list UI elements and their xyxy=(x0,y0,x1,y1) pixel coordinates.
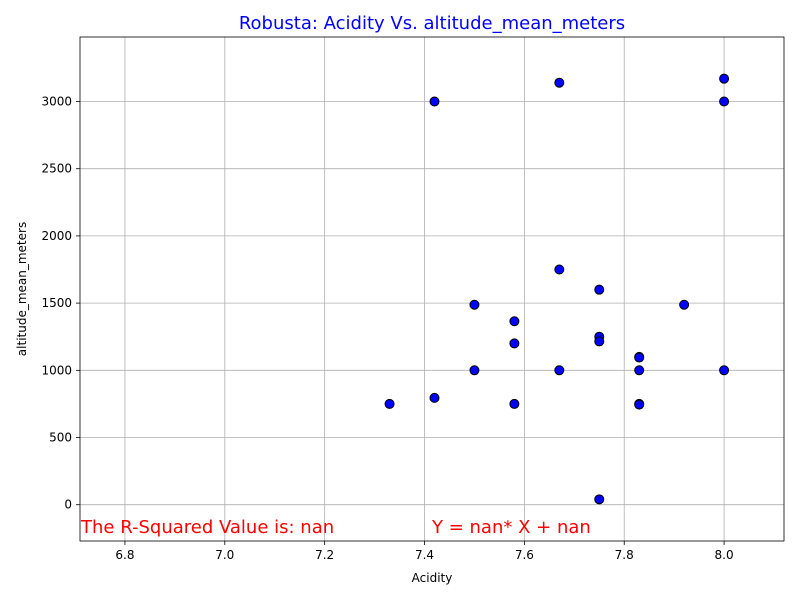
r-squared-annotation: The R-Squared Value is: nan xyxy=(80,517,334,538)
data-point xyxy=(594,494,605,505)
data-point xyxy=(679,299,690,310)
data-point xyxy=(719,73,730,84)
chart-title: Robusta: Acidity Vs. altitude_mean_meter… xyxy=(239,13,625,34)
y-tick-label: 500 xyxy=(49,431,72,445)
data-point xyxy=(509,398,520,409)
data-point xyxy=(554,264,565,275)
y-tick-label: 2000 xyxy=(41,229,72,243)
x-tick-label: 7.0 xyxy=(215,548,234,562)
data-point xyxy=(594,284,605,295)
plot-frame xyxy=(79,36,785,542)
y-tick-label: 1500 xyxy=(41,296,72,310)
data-point xyxy=(554,365,565,376)
y-tick-label: 3000 xyxy=(41,95,72,109)
data-point xyxy=(429,392,440,403)
x-axis-label: Acidity xyxy=(412,571,453,585)
x-tick-label: 8.0 xyxy=(715,548,734,562)
data-point xyxy=(469,299,480,310)
data-point xyxy=(634,399,645,410)
x-tick-label: 7.8 xyxy=(615,548,634,562)
data-point xyxy=(719,96,730,107)
y-axis-label: altitude_mean_meters xyxy=(15,222,29,356)
data-point xyxy=(634,365,645,376)
regression-equation-annotation: Y = nan* X + nan xyxy=(431,517,591,538)
x-tick-label: 7.6 xyxy=(515,548,534,562)
axis-ticks: 6.8 7.0 7.2 7.4 7.6 7.8 8.0 0 500 1000 1500 2000 250… xyxy=(41,95,733,562)
y-tick-label: 2500 xyxy=(41,162,72,176)
data-point xyxy=(634,352,645,363)
data-point xyxy=(509,316,520,327)
y-tick-label: 1000 xyxy=(41,363,72,377)
x-tick-label: 7.4 xyxy=(415,548,434,562)
data-point xyxy=(384,398,395,409)
data-point xyxy=(429,96,440,107)
data-point xyxy=(719,365,730,376)
data-point xyxy=(469,365,480,376)
y-tick-label: 0 xyxy=(64,498,72,512)
data-point xyxy=(594,336,605,347)
data-point xyxy=(554,77,565,88)
data-point xyxy=(509,338,520,349)
grid-lines xyxy=(80,37,784,541)
x-tick-label: 7.2 xyxy=(315,548,334,562)
data-points xyxy=(384,73,730,505)
x-tick-label: 6.8 xyxy=(115,548,134,562)
